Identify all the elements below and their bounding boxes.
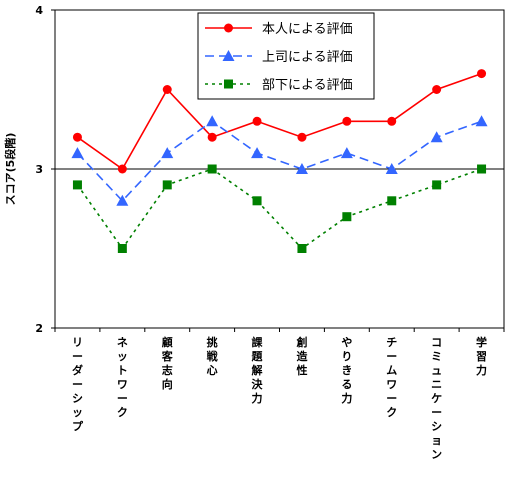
series-line	[76, 120, 482, 202]
data-point	[251, 147, 264, 159]
series-1	[72, 69, 487, 174]
data-point	[342, 116, 352, 126]
data-point	[116, 194, 129, 206]
category-label: 挑戦心	[207, 335, 219, 377]
y-ticks: 2 3 4	[35, 4, 55, 335]
data-point	[297, 244, 307, 253]
data-point	[117, 164, 127, 174]
data-point	[385, 163, 398, 174]
category-label: リーダーシップ	[72, 336, 84, 433]
data-point	[207, 164, 217, 174]
data-point	[72, 180, 82, 190]
y-axis-label: スコア(5段階)	[3, 133, 17, 206]
x-ticks	[54, 328, 505, 332]
category-label: ネットワーク	[117, 336, 128, 419]
data-point	[162, 180, 172, 190]
category-label: やりきる力	[341, 336, 352, 405]
series-line	[76, 168, 482, 250]
category-label: 創造性	[295, 335, 308, 377]
y-tick-label: 3	[35, 163, 43, 176]
data-point	[432, 85, 442, 94]
category-label: 顧客志向	[161, 335, 174, 391]
category-labels: リーダーシップ ネットワーク 顧客志向 挑戦心 課題解決力 創造性 やりきる力 チームワーク コ…	[72, 335, 487, 461]
data-point	[475, 115, 488, 127]
data-point	[477, 69, 487, 79]
data-point	[387, 196, 397, 206]
legend-label: 部下による評価	[262, 78, 353, 93]
series-line	[76, 72, 482, 171]
series-2	[71, 115, 488, 206]
y-tick-label: 4	[35, 4, 43, 17]
data-point	[161, 147, 174, 159]
category-label: チームワーク	[386, 336, 397, 419]
series-layer	[71, 69, 488, 253]
data-point	[387, 116, 397, 126]
legend-marker	[224, 79, 233, 89]
data-point	[162, 85, 172, 94]
category-label: 学習力	[476, 335, 487, 377]
data-point	[207, 132, 217, 142]
data-point	[340, 147, 353, 159]
legend-label: 上司による評価	[262, 50, 353, 65]
data-point	[342, 212, 352, 222]
data-point	[252, 196, 262, 206]
data-point	[430, 131, 443, 143]
data-point	[252, 116, 262, 126]
data-point	[295, 163, 308, 174]
legend-marker	[222, 50, 235, 61]
data-point	[432, 180, 442, 190]
data-point	[72, 132, 82, 142]
y-tick-label: 2	[35, 322, 43, 335]
legend-label: 本人による評価	[262, 22, 353, 37]
data-point	[297, 132, 307, 142]
data-point	[477, 164, 487, 174]
data-point	[206, 115, 219, 127]
category-label: 課題解決力	[252, 335, 264, 405]
category-label: コミュニケーション	[431, 336, 442, 461]
data-point	[117, 244, 127, 253]
legend-marker	[224, 23, 233, 33]
data-point	[71, 147, 84, 159]
series-3	[72, 164, 487, 253]
